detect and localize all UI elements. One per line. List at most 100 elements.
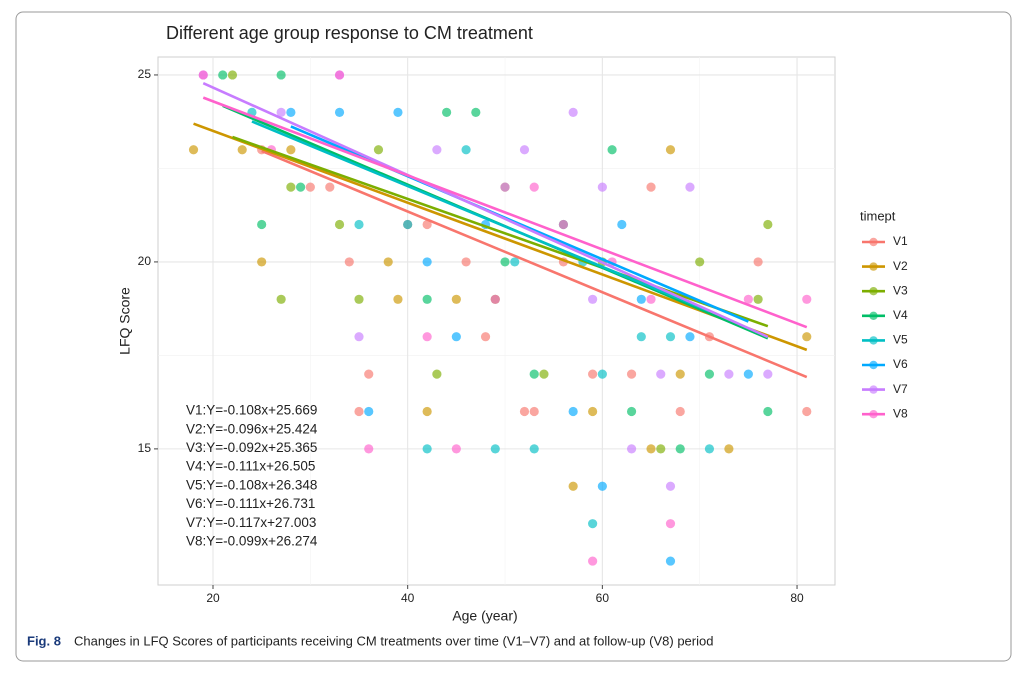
scatter-point xyxy=(432,369,442,379)
scatter-point xyxy=(403,219,413,230)
scatter-point xyxy=(588,406,598,417)
legend-label: V1 xyxy=(893,234,908,248)
scatter-point xyxy=(422,294,432,304)
scatter-point xyxy=(597,369,607,379)
scatter-point xyxy=(257,219,267,230)
scatter-point xyxy=(364,444,374,454)
scatter-point xyxy=(568,406,578,417)
scatter-point xyxy=(743,294,753,304)
scatter-point xyxy=(802,294,812,304)
scatter-point xyxy=(529,182,539,192)
scatter-point xyxy=(665,556,676,566)
legend-label: V4 xyxy=(893,308,908,322)
legend-title: timept xyxy=(860,208,896,223)
legend-key-point xyxy=(869,385,878,394)
scatter-point xyxy=(665,519,676,529)
legend-label: V8 xyxy=(893,406,908,420)
scatter-point xyxy=(305,182,315,192)
scatter-point xyxy=(763,406,773,417)
scatter-point xyxy=(276,70,286,80)
scatter-point xyxy=(588,519,598,529)
scatter-point xyxy=(286,182,296,192)
scatter-point xyxy=(334,70,345,80)
scatter-point xyxy=(724,444,734,454)
legend-label: V2 xyxy=(893,259,908,273)
legend-label: V3 xyxy=(893,283,908,297)
scatter-point xyxy=(597,182,607,192)
scatter-point xyxy=(665,332,676,342)
scatter-point xyxy=(656,444,666,454)
scatter-point xyxy=(665,145,676,155)
scatter-point xyxy=(519,406,530,417)
scatter-point xyxy=(500,257,510,267)
scatter-point xyxy=(198,70,208,80)
legend-key-point xyxy=(869,410,878,419)
x-tick-label: 80 xyxy=(790,591,804,605)
fit-line xyxy=(261,149,808,379)
scatter-point xyxy=(568,481,578,491)
scatter-point xyxy=(510,257,520,267)
scatter-point xyxy=(675,369,685,379)
scatter-point xyxy=(646,444,656,454)
plot-panel xyxy=(157,56,836,586)
y-tick-label: 20 xyxy=(138,254,152,268)
scatter-point xyxy=(422,219,432,230)
scatter-point xyxy=(471,107,481,117)
scatter-point xyxy=(519,145,530,155)
scatter-point xyxy=(558,219,569,230)
fit-line xyxy=(202,81,769,339)
scatter-point xyxy=(393,107,403,117)
scatter-point xyxy=(325,182,335,192)
scatter-point xyxy=(626,369,637,379)
caption: Changes in LFQ Scores of participants re… xyxy=(74,633,713,648)
scatter-point xyxy=(802,332,812,342)
scatter-point xyxy=(665,481,676,491)
scatter-point xyxy=(529,369,539,379)
scatter-point xyxy=(461,257,471,267)
y-tick-label: 15 xyxy=(138,441,152,455)
scatter-point xyxy=(364,369,374,379)
scatter-point xyxy=(451,444,461,454)
scatter-point xyxy=(626,406,637,417)
scatter-point xyxy=(636,332,646,342)
scatter-point xyxy=(422,332,432,342)
legend-key-point xyxy=(869,287,878,296)
equation-label: V4:Y=-0.111x+26.505 xyxy=(186,459,315,474)
scatter-point xyxy=(276,107,286,117)
scatter-point xyxy=(334,219,345,230)
scatter-point xyxy=(286,145,296,155)
scatter-point xyxy=(393,294,403,304)
scatter-point xyxy=(695,257,705,267)
scatter-point xyxy=(685,182,695,192)
scatter-point xyxy=(685,332,695,342)
fit-line xyxy=(251,120,710,313)
scatter-point xyxy=(422,406,432,417)
scatter-point xyxy=(451,332,461,342)
scatter-point xyxy=(539,369,549,379)
scatter-point xyxy=(334,107,345,117)
scatter-point xyxy=(354,294,364,304)
scatter-point xyxy=(743,369,753,379)
scatter-point xyxy=(753,257,763,267)
scatter-point xyxy=(529,444,539,454)
scatter-point xyxy=(344,257,354,267)
scatter-point xyxy=(296,182,306,192)
scatter-point xyxy=(373,145,384,155)
scatter-point xyxy=(753,294,763,304)
scatter-point xyxy=(675,444,685,454)
scatter-point xyxy=(354,332,364,342)
scatter-point xyxy=(422,444,432,454)
scatter-point xyxy=(257,257,267,267)
scatter-point xyxy=(354,406,364,417)
scatter-point xyxy=(354,219,364,230)
x-tick-label: 40 xyxy=(401,591,415,605)
legend-key-point xyxy=(869,237,878,247)
equation-label: V5:Y=-0.108x+26.348 xyxy=(186,477,317,492)
equation-label: V8:Y=-0.099x+26.274 xyxy=(186,533,318,548)
x-tick-label: 60 xyxy=(596,591,610,605)
scatter-point xyxy=(188,145,199,155)
scatter-point xyxy=(461,145,471,155)
scatter-point xyxy=(646,294,656,304)
equation-label: V7:Y=-0.117x+27.003 xyxy=(186,515,316,530)
